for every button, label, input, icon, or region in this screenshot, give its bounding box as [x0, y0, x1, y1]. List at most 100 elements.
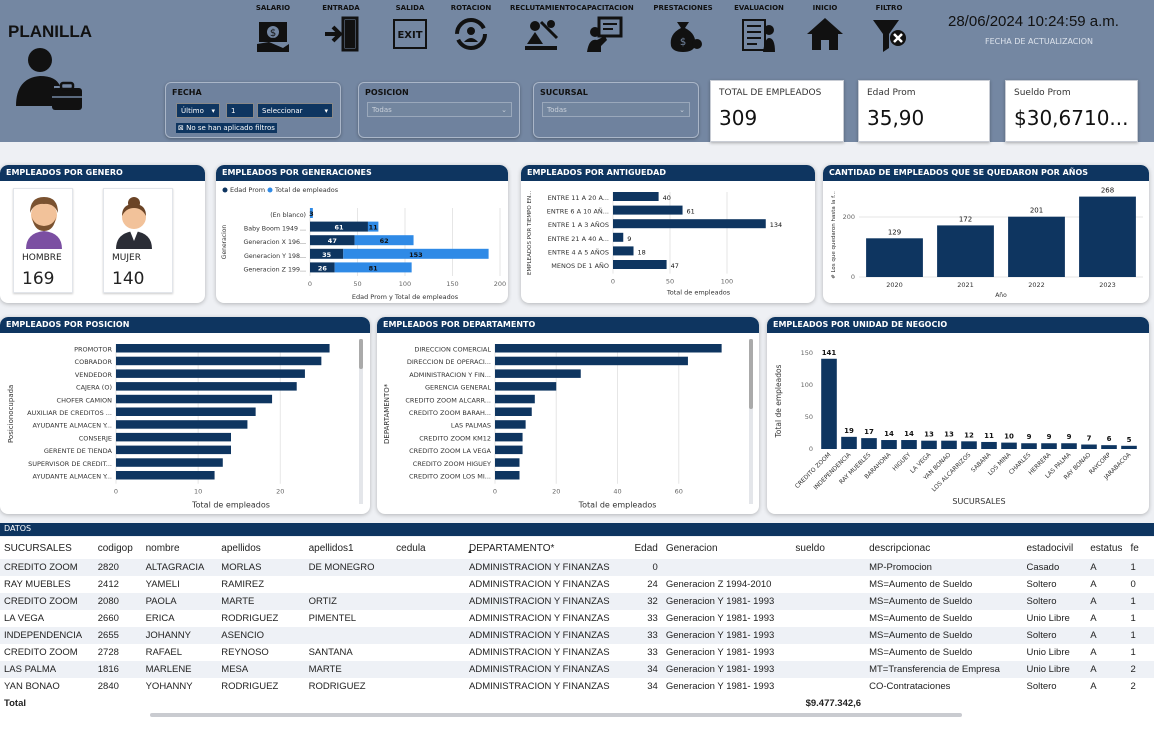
- table-row[interactable]: LAS PALMA 1816 MARLENE MESA MARTE ADMINISTRAC…: [0, 661, 1154, 678]
- fecha-unit-dropdown[interactable]: Seleccionar ▾: [257, 103, 333, 118]
- bar[interactable]: [613, 192, 659, 201]
- bar[interactable]: [1079, 196, 1136, 277]
- column-header[interactable]: apellidos: [221, 542, 261, 554]
- bar[interactable]: [841, 436, 857, 449]
- bar[interactable]: [961, 441, 977, 449]
- bar[interactable]: [116, 407, 256, 417]
- nav-prestaciones-button[interactable]: PRESTACIONES $: [652, 4, 714, 58]
- bar[interactable]: [495, 420, 526, 429]
- bar[interactable]: [495, 432, 523, 442]
- bar[interactable]: [1021, 443, 1037, 449]
- bar[interactable]: [1001, 442, 1017, 449]
- bar[interactable]: [310, 248, 344, 259]
- fecha-period-dropdown[interactable]: Último ▾: [176, 103, 220, 118]
- nav-filtro-button[interactable]: FILTRO: [858, 4, 920, 58]
- nav-salida-button[interactable]: SALIDA EXIT: [379, 4, 441, 58]
- bar[interactable]: [334, 262, 412, 273]
- bar[interactable]: [495, 356, 688, 366]
- bar[interactable]: [495, 344, 722, 353]
- bar[interactable]: [116, 445, 231, 455]
- bar[interactable]: [613, 246, 634, 256]
- column-header[interactable]: cedula: [396, 542, 426, 554]
- bar[interactable]: [343, 248, 489, 259]
- table-row[interactable]: YAN BONAO 2840 YOHANNY RODRIGUEZ RODRIGUEZ AD…: [0, 678, 1154, 695]
- column-header[interactable]: SUCURSALES: [4, 542, 72, 554]
- column-header[interactable]: descripcionac: [869, 542, 931, 554]
- bar[interactable]: [495, 369, 581, 378]
- bar[interactable]: [116, 344, 330, 353]
- bar[interactable]: [613, 260, 667, 269]
- table-row[interactable]: CREDITO ZOOM 2080 PAOLA MARTE ORTIZ ADMINISTR…: [0, 593, 1154, 610]
- bar[interactable]: [613, 219, 766, 229]
- bar[interactable]: [1061, 443, 1077, 449]
- fecha-count-input[interactable]: 1: [226, 103, 254, 118]
- column-header[interactable]: DEPARTAMENTO* ▲: [467, 542, 555, 556]
- mujer-card[interactable]: MUJER 140: [103, 188, 173, 293]
- nav-reclutamiento-button[interactable]: RECLUTAMIENTO: [510, 4, 576, 58]
- bar[interactable]: [921, 440, 937, 449]
- bar[interactable]: [937, 225, 994, 277]
- column-header[interactable]: sueldo: [795, 542, 825, 554]
- bar[interactable]: [495, 382, 557, 391]
- scroll-thumb[interactable]: [749, 339, 753, 409]
- bar[interactable]: [1101, 445, 1117, 449]
- bar[interactable]: [116, 420, 248, 429]
- bar[interactable]: [821, 358, 837, 449]
- bar[interactable]: [116, 382, 297, 391]
- bar[interactable]: [881, 440, 897, 449]
- bar[interactable]: [861, 438, 877, 449]
- bar[interactable]: [116, 369, 305, 378]
- column-header[interactable]: fe: [1130, 542, 1139, 554]
- nav-entrada-button[interactable]: ENTRADA: [310, 4, 372, 58]
- bar[interactable]: [116, 394, 273, 404]
- bar[interactable]: [116, 432, 231, 442]
- bar[interactable]: [866, 238, 923, 277]
- posicion-scrollbar[interactable]: [359, 339, 363, 504]
- column-header[interactable]: estadocivil: [1026, 542, 1074, 554]
- nav-rotacion-button[interactable]: ROTACION: [440, 4, 502, 58]
- bar[interactable]: [495, 394, 535, 404]
- bar[interactable]: [495, 471, 520, 480]
- column-header[interactable]: estatus: [1090, 542, 1123, 554]
- column-header[interactable]: codigop: [97, 542, 133, 554]
- bar[interactable]: [116, 458, 223, 467]
- bar[interactable]: [613, 205, 683, 215]
- bar[interactable]: [495, 458, 520, 467]
- column-header[interactable]: apellidos1: [308, 542, 354, 554]
- bar[interactable]: [495, 445, 523, 455]
- bar[interactable]: [1121, 445, 1137, 449]
- hombre-card[interactable]: HOMBRE 169: [13, 188, 73, 293]
- bar[interactable]: [495, 407, 532, 417]
- bar[interactable]: [310, 208, 313, 218]
- bar[interactable]: [1041, 443, 1057, 449]
- bar[interactable]: [310, 262, 335, 273]
- table-h-scrollbar[interactable]: [150, 713, 962, 717]
- bar[interactable]: [310, 235, 355, 246]
- table-row[interactable]: CREDITO ZOOM 2728 RAFAEL REYNOSO SANTANA ADMI…: [0, 644, 1154, 661]
- scroll-thumb[interactable]: [359, 339, 363, 369]
- bar[interactable]: [116, 356, 322, 366]
- nav-inicio-button[interactable]: INICIO: [794, 4, 856, 58]
- nav-evaluacion-button[interactable]: EVALUACION: [728, 4, 790, 58]
- departamento-scrollbar[interactable]: [749, 339, 753, 504]
- bar[interactable]: [901, 440, 917, 449]
- table-row[interactable]: CREDITO ZOOM 2820 ALTAGRACIA MORLAS DE MONEG…: [0, 559, 1154, 576]
- bar[interactable]: [981, 441, 997, 449]
- table-row[interactable]: INDEPENDENCIA 2655 JOHANNY ASENCIO ADMINISTR…: [0, 627, 1154, 644]
- sucursal-dropdown[interactable]: Todas ⌄: [542, 102, 690, 117]
- bar[interactable]: [941, 440, 957, 449]
- table-row[interactable]: LA VEGA 2660 ERICA RODRIGUEZ PIMENTEL ADMINIS…: [0, 610, 1154, 627]
- bar[interactable]: [1081, 444, 1097, 449]
- posicion-dropdown[interactable]: Todas ⌄: [367, 102, 512, 117]
- table-row[interactable]: RAY MUEBLES 2412 YAMELI RAMIREZ ADMINISTRACI…: [0, 576, 1154, 593]
- bar[interactable]: [367, 221, 379, 232]
- column-header[interactable]: Generacion: [665, 542, 718, 554]
- bar[interactable]: [613, 232, 624, 242]
- nav-capacitacion-button[interactable]: CAPACITACION: [574, 4, 636, 58]
- column-header[interactable]: nombre: [145, 542, 180, 554]
- column-header[interactable]: Edad: [634, 542, 658, 554]
- bar[interactable]: [354, 235, 414, 246]
- bar[interactable]: [310, 221, 368, 232]
- bar[interactable]: [116, 471, 215, 480]
- bar[interactable]: [1008, 216, 1065, 277]
